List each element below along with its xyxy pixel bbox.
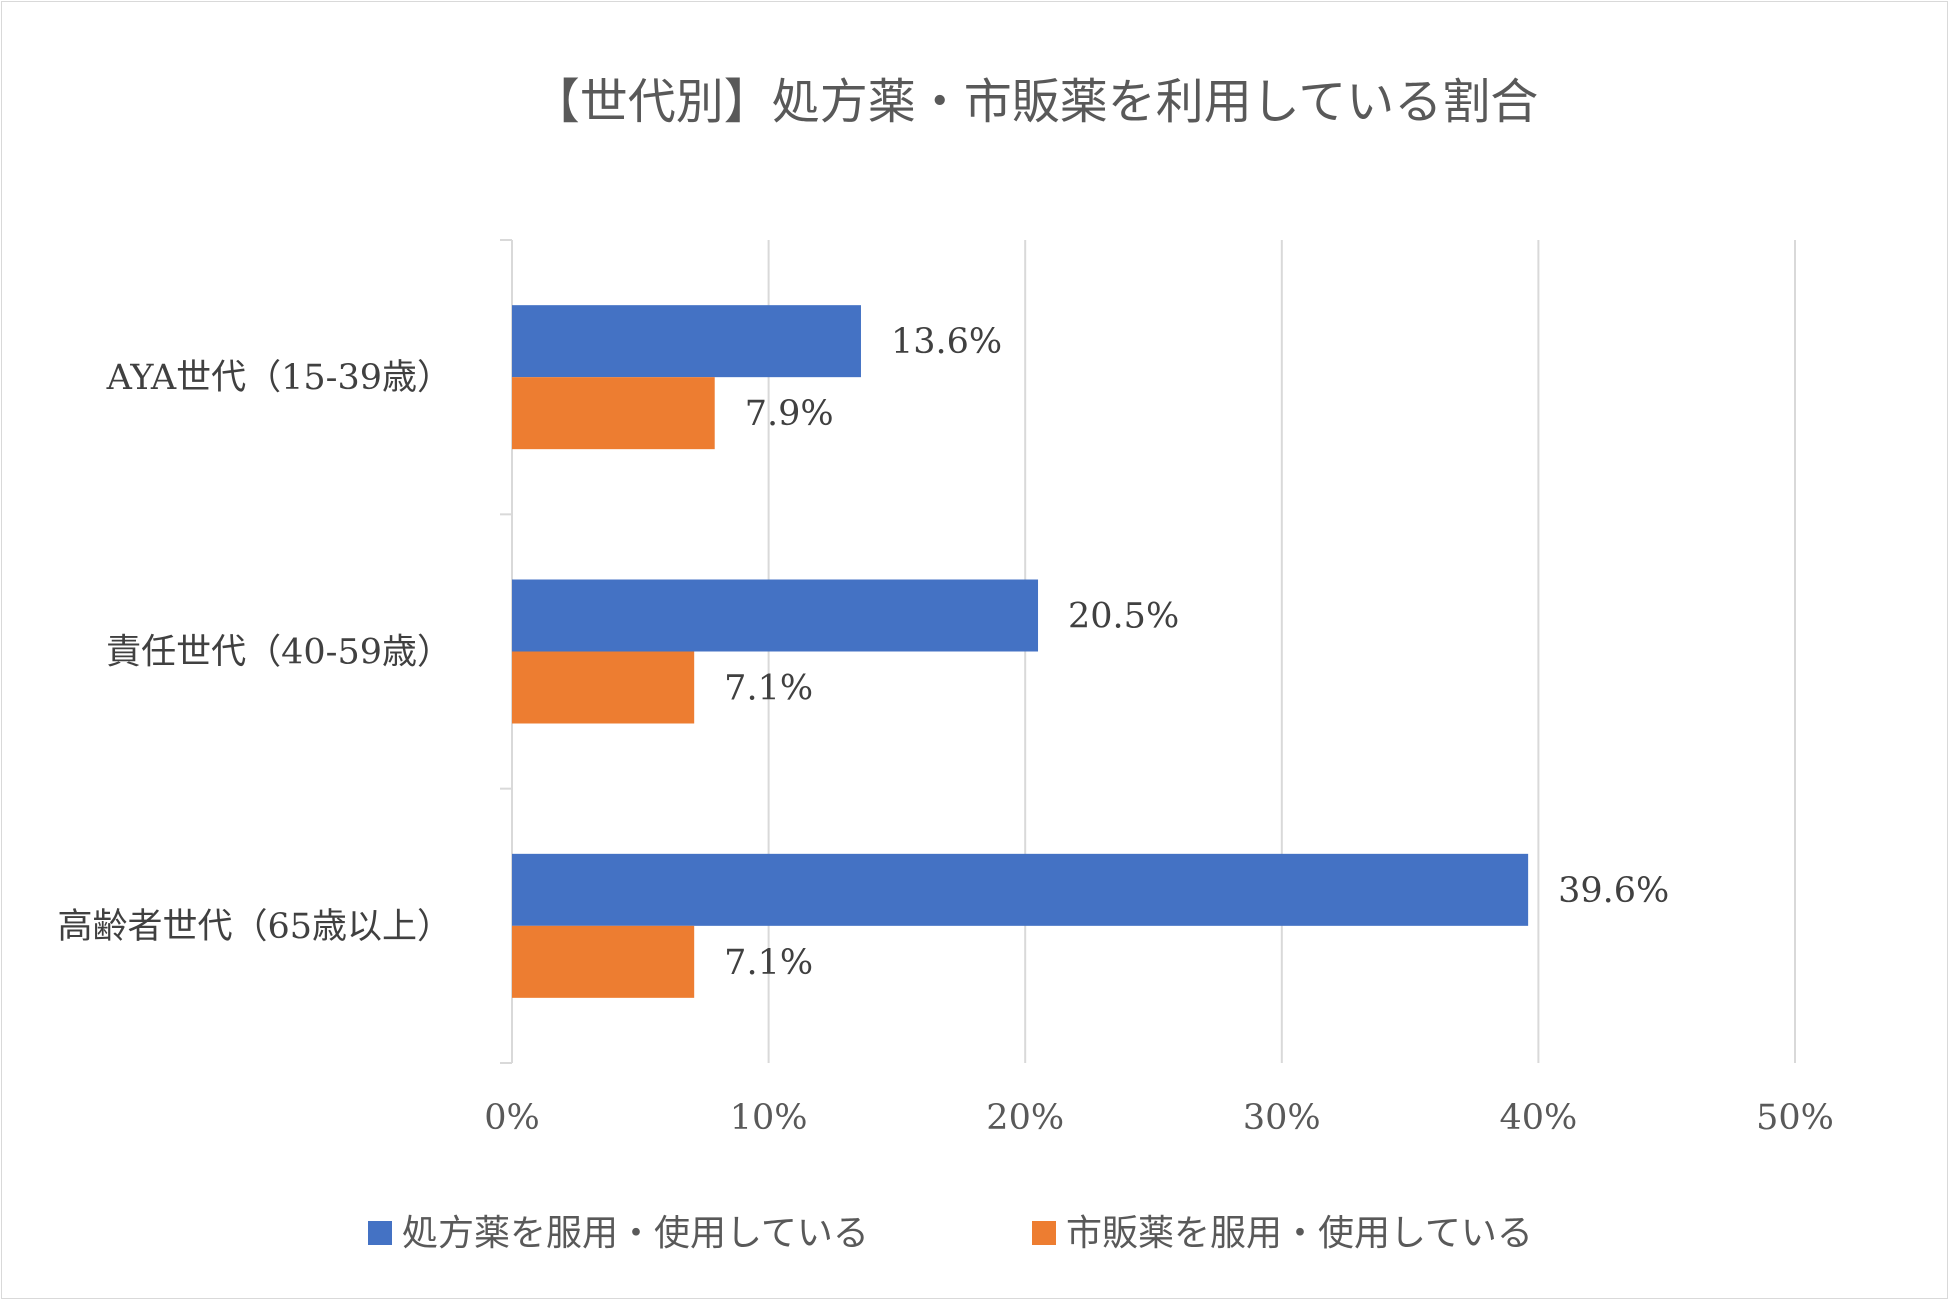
x-tick-label: 20% [986, 1098, 1064, 1138]
category-label: 高齢者世代（65歳以上） [57, 907, 452, 947]
category-label: AYA世代（15-39歳） [106, 358, 452, 398]
data-label: 7.1% [724, 943, 813, 983]
data-label: 39.6% [1558, 871, 1669, 911]
legend-swatch [1032, 1221, 1056, 1245]
category-axis [500, 239, 513, 1064]
x-tick-label: 0% [484, 1098, 540, 1138]
data-labels: 13.6% 7.9% 20.5% 7.1% 39.6% 7.1% [724, 322, 1669, 983]
data-label: 13.6% [891, 322, 1002, 362]
data-label: 7.9% [745, 394, 834, 434]
bars [512, 305, 1529, 998]
bar [512, 651, 695, 724]
legend-swatch [368, 1221, 392, 1245]
x-tick-label: 40% [1500, 1098, 1578, 1138]
bar [512, 305, 861, 378]
bar [512, 925, 695, 998]
bar [512, 377, 715, 450]
category-labels: AYA世代（15-39歳） 責任世代（40-59歳） 高齢者世代（65歳以上） [57, 358, 452, 947]
legend-label: 市販薬を服用・使用している [1066, 1213, 1533, 1254]
data-label: 7.1% [724, 669, 813, 709]
chart-title: 【世代別】処方薬・市販薬を利用している割合 [532, 74, 1539, 130]
x-tick-label: 30% [1243, 1098, 1321, 1138]
bar [512, 853, 1529, 926]
category-label: 責任世代（40-59歳） [106, 633, 452, 673]
x-tick-labels: 0% 10% 20% 30% 40% 50% [484, 1098, 1834, 1138]
x-tick-label: 10% [730, 1098, 808, 1138]
x-tick-label: 50% [1756, 1098, 1834, 1138]
legend-label: 処方薬を服用・使用している [402, 1213, 869, 1254]
bar [512, 579, 1039, 652]
legend: 処方薬を服用・使用している 市販薬を服用・使用している [368, 1213, 1533, 1254]
data-label: 20.5% [1068, 597, 1179, 637]
